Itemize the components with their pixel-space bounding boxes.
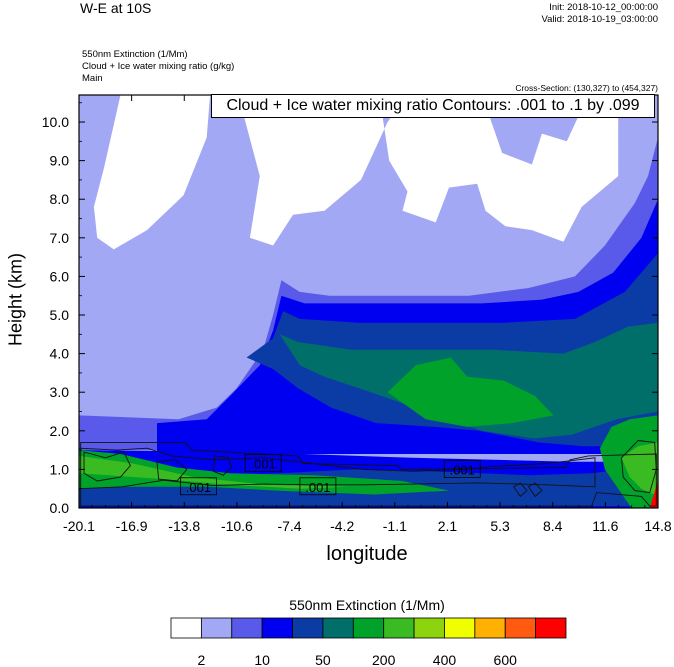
y-tick-label: 10.0 [42,114,69,130]
contour-line [527,482,543,498]
colorbar: 2 10 50 200 400 600 [170,617,567,667]
contour-line [513,482,528,498]
contour-label-box [244,454,282,473]
y-tick-label: 5.0 [50,307,70,323]
valid-time: Valid: 2018-10-19_03:00:00 [541,14,658,25]
colorbar-swatch [292,617,324,639]
contour-label: .001 [305,480,330,495]
colorbar-label: 600 [494,652,518,667]
init-time: Init: 2018-10-12_00:00:00 [549,2,658,13]
colorbar-label: 50 [315,652,331,667]
field-description: 550nm Extinction (1/Mm) [82,49,188,60]
y-tick-label: 4.0 [50,346,70,362]
contour-line [79,447,596,490]
x-tick-label: -4.2 [330,518,354,534]
y-tick-label: 8.0 [50,191,70,207]
fill-region-level-0 [93,95,211,250]
fill-region-level-7 [621,442,658,497]
x-tick-label: -7.4 [277,518,301,534]
colorbar-swatch [504,617,537,639]
y-tick-label: 2.0 [50,423,70,439]
x-tick-label: 14.8 [644,518,671,534]
plot-title: W-E at 10S [80,0,152,16]
contour-label-box [443,460,481,478]
x-axis: -20.1 -16.9 -13.8 -10.6 -7.4 -4.2 -1.1 2.1 5.3 8.… [63,95,672,534]
colorbar-swatch [444,617,476,639]
x-tick-label: -10.6 [221,518,253,534]
x-tick-label: -1.1 [383,518,407,534]
colorbar-swatch [535,617,567,639]
fill-region-level-0 [238,95,619,246]
x-tick-label: -13.8 [168,518,200,534]
y-tick-label: 6.0 [50,268,70,284]
contour-label: .001 [250,457,275,472]
contour-line [621,440,657,494]
y-axis: 0.0 1.0 2.0 3.0 4.0 5.0 6.0 7.0 8.0 9.0 10.0 [42,102,658,516]
y-axis-title: Height (km) [5,253,26,347]
y-tick-label: 7.0 [50,230,70,246]
colorbar-swatch [231,617,263,639]
x-tick-label: -16.9 [116,518,148,534]
contour-description: Cloud + Ice water mixing ratio (g/kg) [82,61,235,72]
fill-region-level-7 [79,455,348,489]
colorbar-swatch [170,617,202,639]
contour-label: .001 [450,462,475,477]
colorbar-label: 400 [433,652,457,667]
contour-line [212,455,233,476]
y-tick-label: 0.0 [50,500,70,516]
colorbar-swatch [200,617,233,639]
colorbar-swatch [383,617,415,639]
x-axis-title: longitude [326,543,408,565]
colorbar-swatch [261,617,293,639]
y-tick-label: 3.0 [50,384,70,400]
x-tick-label: -20.1 [63,518,95,534]
y-tick-label: 1.0 [50,461,70,477]
fill-region-level-6 [387,357,554,427]
contour-labels: .001 .001 .001 .001 [180,454,481,496]
cross-section-info: Cross-Section: (130,327) to (454,327) [515,83,658,93]
y-tick-label: 9.0 [50,153,70,169]
colorbar-label: 200 [372,652,396,667]
x-tick-label: 5.3 [490,518,510,534]
filled-contours [79,95,658,508]
contour-line [156,459,188,482]
domain-name: Main [82,73,103,84]
colorbar-swatch [474,617,506,639]
colorbar-label: 2 [197,652,205,667]
contour-label-box [299,477,337,496]
x-tick-label: 11.6 [592,518,618,534]
contour-line [83,451,131,482]
x-tick-label: 2.1 [438,518,458,534]
x-tick-label: 8.4 [543,518,563,534]
contour-annotation: Cloud + Ice water mixing ratio Contours:… [211,94,655,118]
contour-label: .001 [186,480,211,495]
colorbar-swatch [352,617,385,639]
colorbar-swatch [413,617,445,639]
fill-region-level-6 [79,450,449,495]
colorbar-label: 10 [254,652,270,667]
contour-label-box [180,477,217,496]
colorbar-swatch [322,617,354,639]
colorbar-title: 550nm Extinction (1/Mm) [289,597,445,613]
